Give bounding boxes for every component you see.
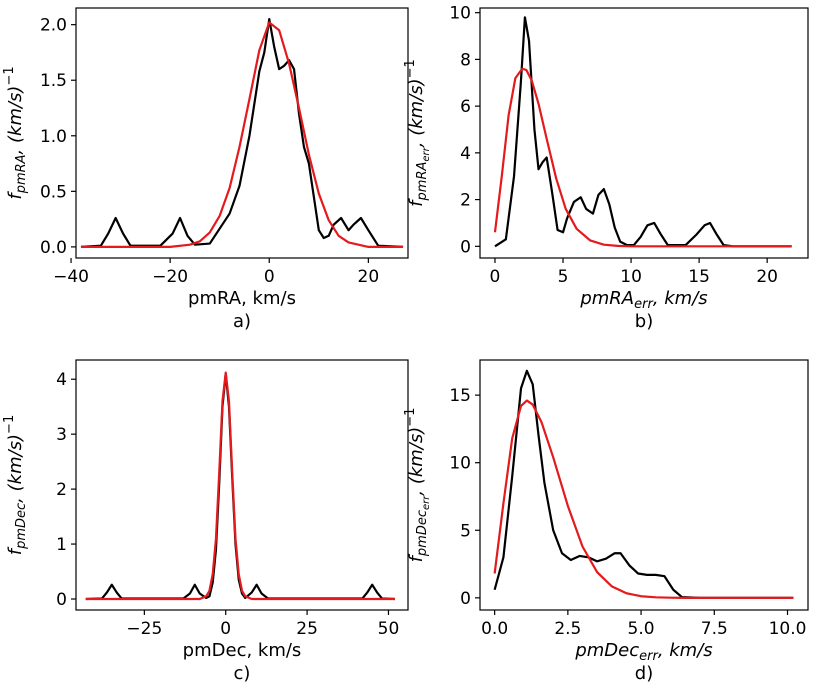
panel-label-d: d) (635, 663, 653, 684)
y-tick-label-c: 0 (56, 590, 67, 610)
x-axis-label-a: pmRA, km/s (188, 288, 296, 309)
x-axis-label-d: pmDecerr, km/s (574, 640, 712, 664)
series-line-b-fit (493, 67, 792, 248)
y-tick-label-c: 4 (56, 370, 67, 390)
plot-frame-c (75, 359, 409, 611)
series-line-b-kde (494, 16, 792, 248)
x-tick-label-d: 0.0 (481, 619, 508, 639)
x-tick-label-d: 7.5 (701, 619, 728, 639)
y-tick-label-a: 2.0 (40, 16, 67, 36)
y-axis-label-c: fpmDec, (km/s)−1 (2, 415, 29, 555)
x-tick-label-a: 0 (264, 267, 275, 287)
y-tick-label-b: 0 (460, 237, 471, 257)
panel-d: 0.0 2.5 5.0 7.5 10.0 0 5 10 15 pmDecerr, km/sd) fp… (403, 359, 809, 684)
y-tick-label-b: 6 (460, 97, 471, 117)
x-axis-label-b: pmRAerr, km/s (579, 288, 707, 312)
y-tick-label-a: 0.0 (40, 238, 67, 258)
series-line-c-fit (85, 371, 395, 601)
x-axis-label-c: pmDec, km/s (183, 640, 302, 661)
y-axis-label-a: fpmRA, (km/s)−1 (2, 66, 29, 199)
series-line-c-kde (85, 372, 396, 601)
series-line-d-fit (493, 399, 794, 599)
y-tick-label-b: 4 (460, 144, 471, 164)
y-tick-label-d: 5 (460, 521, 471, 541)
series-line-d-kde (493, 369, 794, 599)
x-tick-label-d: 10.0 (769, 619, 807, 639)
y-axis-label-d: fpmDecerr, (km/s)−1 (403, 408, 432, 563)
series-line-a-kde (80, 18, 404, 248)
y-tick-label-b: 2 (460, 191, 471, 211)
panel-label-c: c) (234, 663, 251, 684)
y-tick-label-d: 10 (449, 454, 471, 474)
x-tick-label-a: −20 (152, 267, 188, 287)
x-tick-label-b: 20 (756, 267, 778, 287)
y-tick-label-a: 1.0 (40, 127, 67, 147)
x-tick-label-d: 5.0 (628, 619, 655, 639)
panel-label-a: a) (233, 311, 251, 332)
x-tick-label-b: 10 (620, 267, 642, 287)
y-tick-label-c: 1 (56, 535, 67, 555)
y-tick-label-d: 15 (449, 386, 471, 406)
y-tick-label-c: 2 (56, 480, 67, 500)
y-tick-label-a: 1.5 (40, 71, 67, 91)
x-tick-label-b: 5 (558, 267, 569, 287)
panel-c: −25 0 25 50 0 1 2 3 4 pmDec, km/sc) fpmDec, (km/s)… (2, 359, 409, 684)
y-tick-label-c: 3 (56, 425, 67, 445)
y-tick-label-b: 10 (449, 4, 471, 24)
y-tick-label-b: 8 (460, 50, 471, 70)
x-tick-label-b: 0 (490, 267, 501, 287)
plot-frame-b (479, 7, 809, 259)
x-tick-label-a: 20 (358, 267, 380, 287)
plot-frame-d (479, 359, 809, 611)
x-tick-label-d: 2.5 (554, 619, 581, 639)
panel-label-b: b) (635, 311, 653, 332)
panel-a: −40 −20 0 20 0.0 0.5 1.0 1.5 2.0 pmRA, km/sa) fpmR… (2, 7, 409, 332)
y-tick-label-d: 0 (460, 589, 471, 609)
x-tick-label-b: 15 (688, 267, 710, 287)
x-tick-label-c: −25 (126, 619, 162, 639)
x-tick-label-c: 0 (220, 619, 231, 639)
plot-frame-a (75, 7, 409, 259)
y-tick-label-a: 0.5 (40, 182, 67, 202)
x-tick-label-a: −40 (53, 267, 89, 287)
y-axis-label-b: fpmRAerr, (km/s)−1 (403, 59, 432, 207)
x-tick-label-c: 50 (378, 619, 400, 639)
series-line-a-fit (80, 21, 404, 248)
x-tick-label-c: 25 (296, 619, 318, 639)
